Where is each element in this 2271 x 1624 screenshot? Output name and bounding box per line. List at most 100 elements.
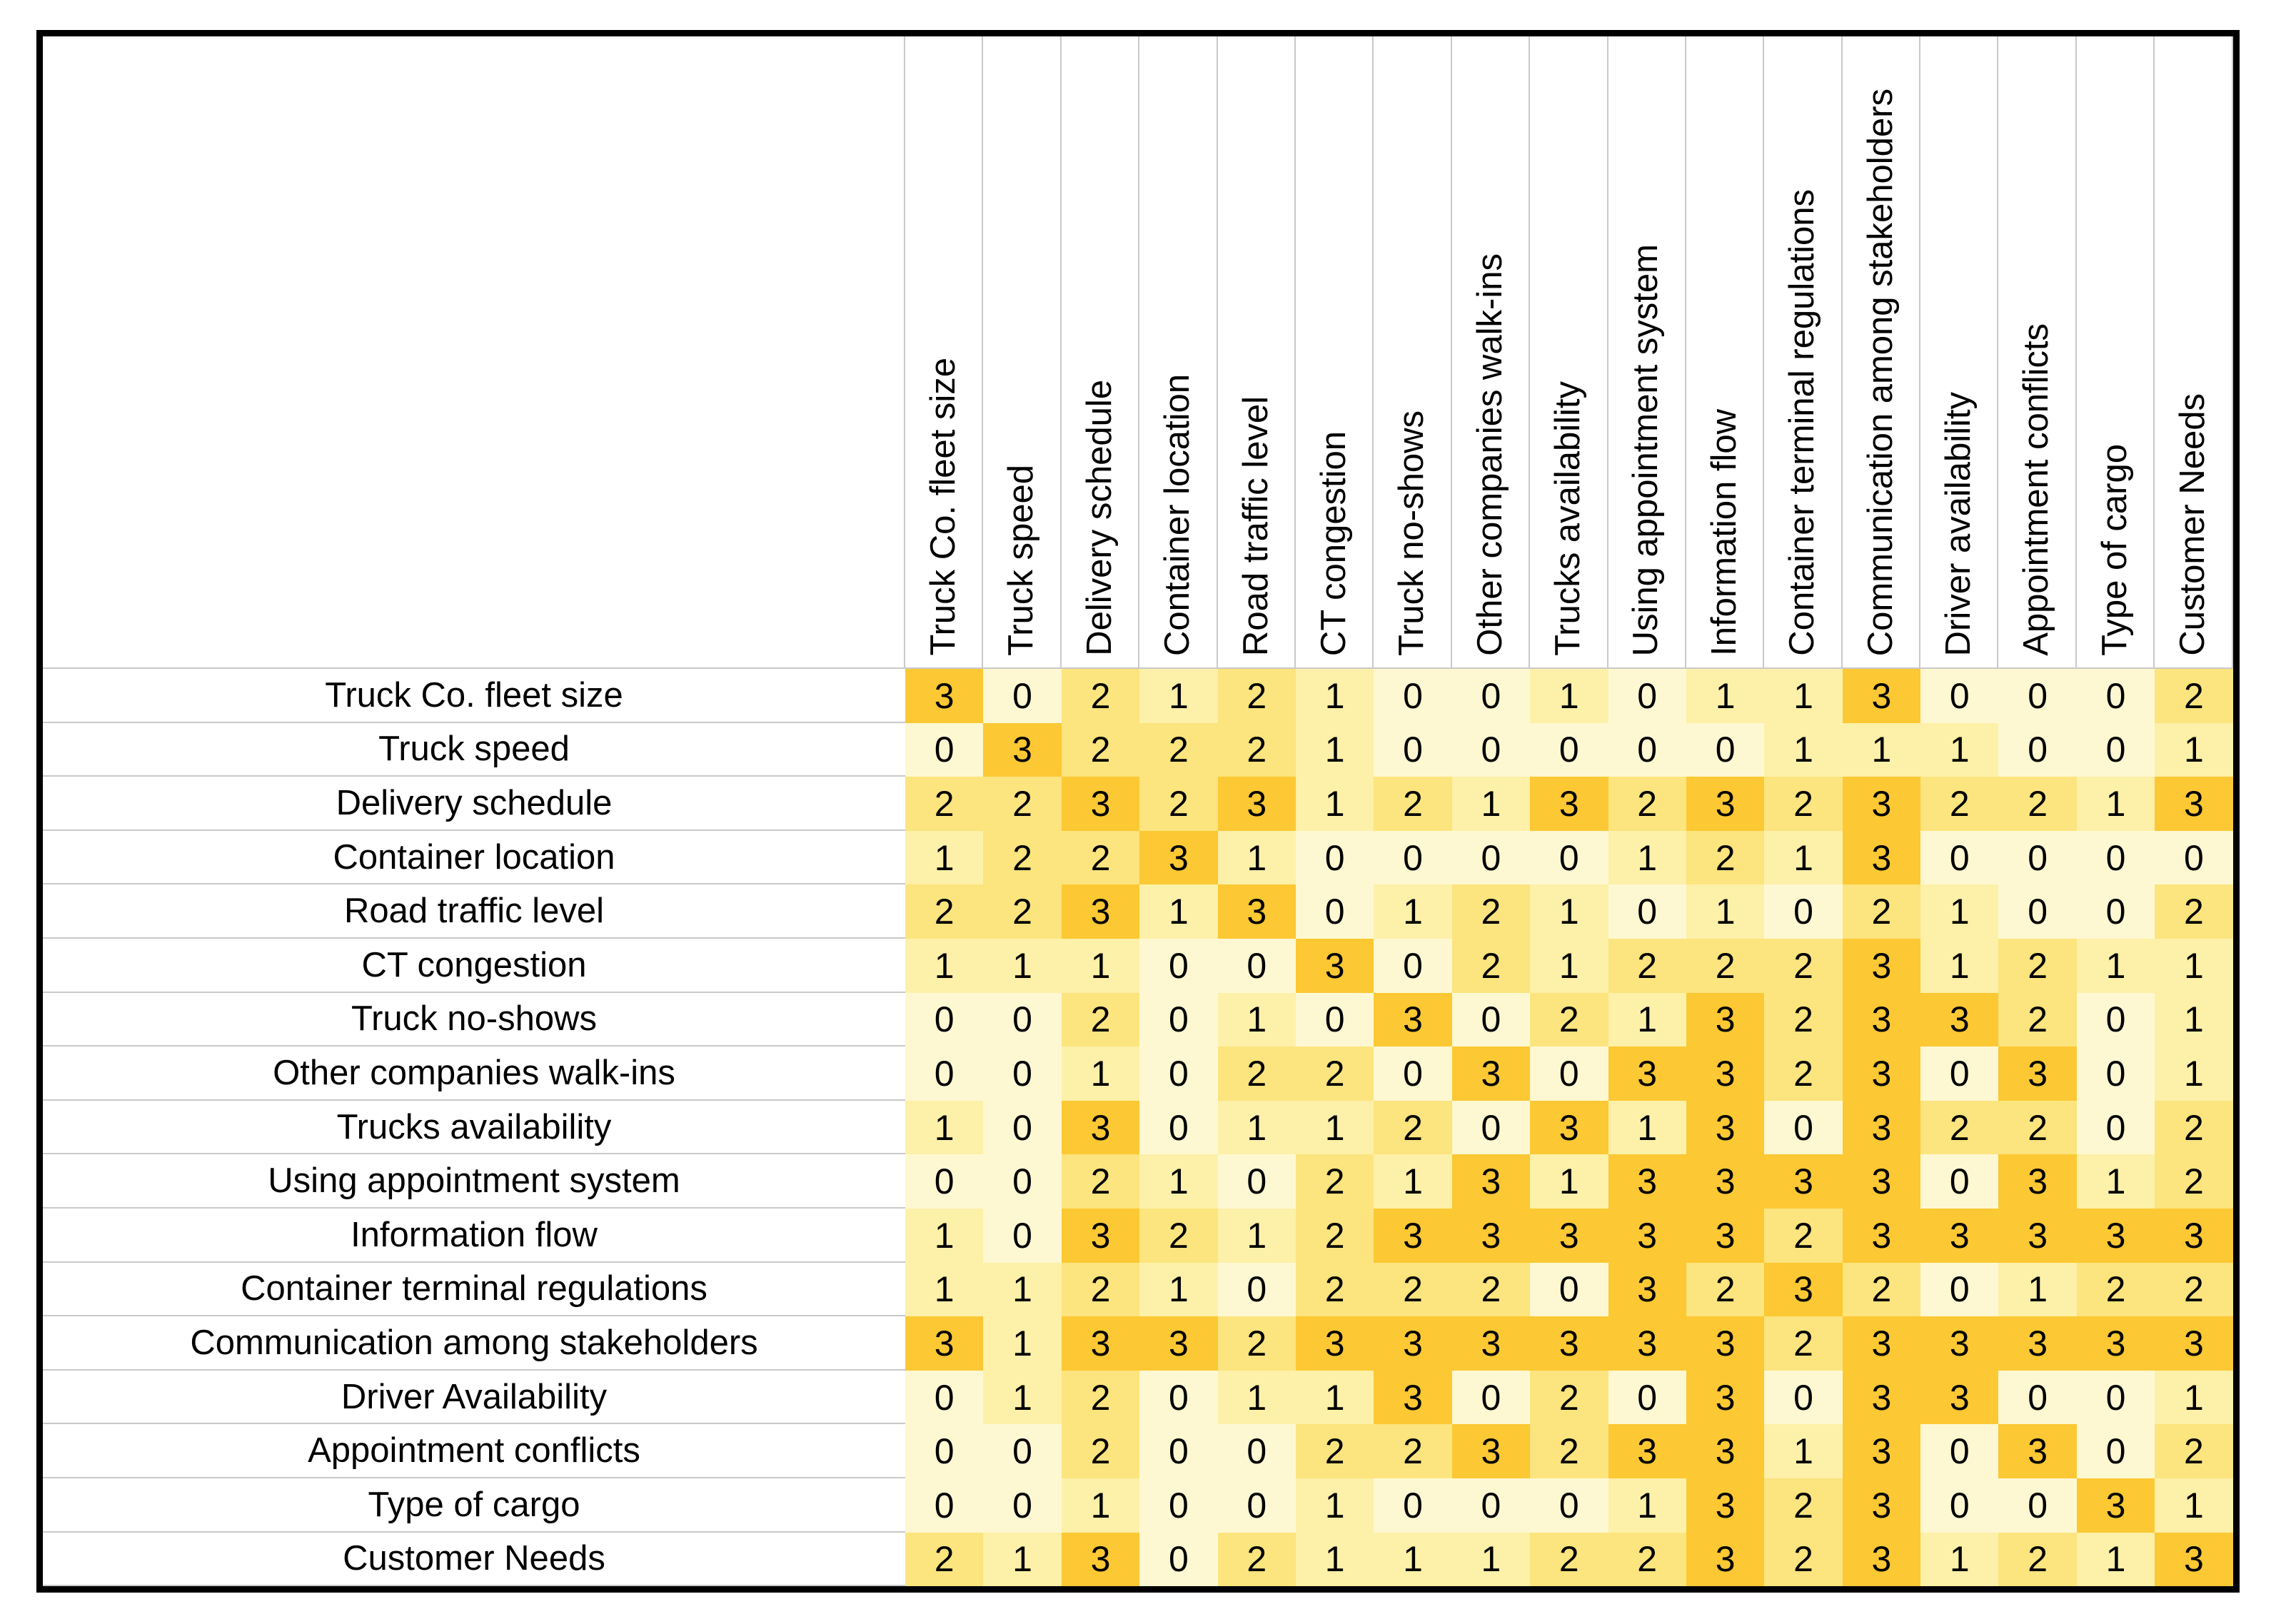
matrix-cell: 2 bbox=[1608, 1532, 1686, 1587]
matrix-cell: 2 bbox=[1920, 1100, 1999, 1155]
matrix-cell: 3 bbox=[1920, 1316, 1999, 1371]
matrix-cell: 2 bbox=[1061, 1424, 1140, 1478]
matrix-cell: 3 bbox=[1842, 1424, 1921, 1478]
matrix-cell: 2 bbox=[1998, 1532, 2077, 1587]
matrix-cell: 3 bbox=[983, 722, 1062, 777]
matrix-cell: 0 bbox=[1139, 1532, 1218, 1587]
row-label: Trucks availability bbox=[43, 1100, 905, 1155]
matrix-cell: 2 bbox=[1764, 938, 1843, 993]
row-label: Communication among stakeholders bbox=[43, 1316, 905, 1371]
matrix-cell: 2 bbox=[1061, 722, 1140, 777]
matrix-cell: 1 bbox=[1139, 884, 1218, 939]
column-header-label: Communication among stakeholders bbox=[1860, 88, 1900, 656]
matrix-cell: 2 bbox=[1374, 1100, 1452, 1155]
matrix-cell: 2 bbox=[1451, 884, 1531, 939]
matrix-cell: 0 bbox=[1295, 830, 1374, 885]
column-header-label: Trucks availability bbox=[1549, 381, 1588, 656]
matrix-cell: 1 bbox=[1530, 1154, 1608, 1209]
matrix-cell: 3 bbox=[1686, 1424, 1765, 1478]
matrix-cell: 1 bbox=[1451, 777, 1531, 831]
row-label: Container location bbox=[43, 830, 905, 885]
matrix-cell: 0 bbox=[1608, 884, 1686, 939]
matrix-cell: 1 bbox=[1530, 938, 1608, 993]
matrix-cell: 0 bbox=[983, 1046, 1062, 1101]
column-header: Driver availability bbox=[1920, 36, 1999, 669]
matrix-cell: 3 bbox=[1842, 1370, 1921, 1425]
column-header: Type of cargo bbox=[2076, 36, 2155, 669]
column-header-label: Truck no-shows bbox=[1392, 410, 1431, 656]
matrix-cell: 3 bbox=[2155, 1316, 2233, 1371]
row-label: Information flow bbox=[43, 1208, 905, 1263]
column-header: Container terminal regulations bbox=[1764, 36, 1843, 669]
matrix-cell: 0 bbox=[1139, 938, 1218, 993]
column-header: CT congestion bbox=[1295, 36, 1374, 669]
matrix-cell: 3 bbox=[2155, 1208, 2233, 1263]
matrix-cell: 2 bbox=[2155, 1424, 2233, 1478]
matrix-cell: 2 bbox=[1764, 1316, 1843, 1371]
matrix-cell: 3 bbox=[1608, 1424, 1686, 1478]
matrix-cell: 0 bbox=[1998, 722, 2077, 777]
matrix-cell: 3 bbox=[1530, 1316, 1608, 1371]
matrix-cell: 1 bbox=[983, 1262, 1062, 1317]
matrix-cell: 1 bbox=[2155, 1046, 2233, 1101]
matrix-cell: 0 bbox=[1530, 1478, 1608, 1533]
matrix-cell: 3 bbox=[1530, 777, 1608, 831]
matrix-cell: 2 bbox=[1920, 777, 1999, 831]
matrix-cell: 1 bbox=[1295, 1370, 1374, 1425]
matrix-cell: 3 bbox=[1061, 1316, 1140, 1371]
row-label: Delivery schedule bbox=[43, 777, 905, 831]
matrix-cell: 0 bbox=[983, 1154, 1062, 1209]
influence-matrix-table: Truck Co. fleet size Truck speed Delivery … bbox=[36, 30, 2240, 1593]
matrix-cell: 0 bbox=[905, 1154, 984, 1209]
matrix-cell: 2 bbox=[1374, 1424, 1452, 1478]
matrix-cell: 0 bbox=[905, 1424, 984, 1478]
matrix-cell: 1 bbox=[1295, 777, 1374, 831]
column-header-label: Road traffic level bbox=[1236, 395, 1275, 656]
matrix-cell: 1 bbox=[2155, 938, 2233, 993]
matrix-cell: 0 bbox=[1998, 1478, 2077, 1533]
matrix-cell: 1 bbox=[1295, 1478, 1374, 1533]
matrix-cell: 2 bbox=[1217, 1532, 1296, 1587]
column-header: Delivery schedule bbox=[1061, 36, 1140, 669]
matrix-cell: 2 bbox=[2155, 884, 2233, 939]
matrix-cell: 1 bbox=[983, 1370, 1062, 1425]
matrix-cell: 0 bbox=[1139, 1100, 1218, 1155]
matrix-cell: 0 bbox=[1920, 1424, 1999, 1478]
matrix-cell: 3 bbox=[1530, 1100, 1608, 1155]
matrix-cell: 3 bbox=[1608, 1154, 1686, 1209]
matrix-cell: 0 bbox=[1217, 1424, 1296, 1478]
column-header-label: Container terminal regulations bbox=[1783, 189, 1822, 656]
matrix-cell: 3 bbox=[1608, 1316, 1686, 1371]
matrix-cell: 2 bbox=[1374, 777, 1452, 831]
matrix-cell: 2 bbox=[1842, 1262, 1921, 1317]
matrix-cell: 1 bbox=[1764, 722, 1843, 777]
column-header-label: Customer Needs bbox=[2173, 393, 2212, 656]
matrix-cell: 2 bbox=[1139, 1208, 1218, 1263]
matrix-cell: 2 bbox=[1295, 1154, 1374, 1209]
column-header: Truck speed bbox=[983, 36, 1062, 669]
matrix-cell: 3 bbox=[1686, 777, 1765, 831]
matrix-cell: 3 bbox=[1061, 1532, 1140, 1587]
matrix-cell: 3 bbox=[1686, 1370, 1765, 1425]
matrix-cell: 3 bbox=[1608, 1208, 1686, 1263]
matrix-cell: 0 bbox=[1686, 722, 1765, 777]
row-label: Truck speed bbox=[43, 722, 905, 777]
matrix-cell: 2 bbox=[1061, 830, 1140, 885]
matrix-cell: 0 bbox=[983, 1478, 1062, 1533]
matrix-cell: 2 bbox=[1530, 1532, 1608, 1587]
matrix-cell: 0 bbox=[1998, 884, 2077, 939]
matrix-cell: 0 bbox=[1530, 1046, 1608, 1101]
column-header-label: Using appointment system bbox=[1626, 243, 1666, 656]
row-label: Other companies walk-ins bbox=[43, 1046, 905, 1101]
matrix-cell: 0 bbox=[1217, 1262, 1296, 1317]
matrix-cell: 0 bbox=[1451, 1478, 1531, 1533]
column-header-label: Truck Co. fleet size bbox=[923, 358, 962, 656]
matrix-cell: 3 bbox=[1139, 830, 1218, 885]
matrix-cell: 3 bbox=[1061, 1100, 1140, 1155]
matrix-cell: 1 bbox=[1374, 1532, 1452, 1587]
matrix-cell: 0 bbox=[2155, 830, 2233, 885]
matrix-cell: 3 bbox=[1998, 1208, 2077, 1263]
matrix-cell: 0 bbox=[1139, 1046, 1218, 1101]
matrix-cell: 3 bbox=[1842, 830, 1921, 885]
matrix-cell: 2 bbox=[1764, 1208, 1843, 1263]
